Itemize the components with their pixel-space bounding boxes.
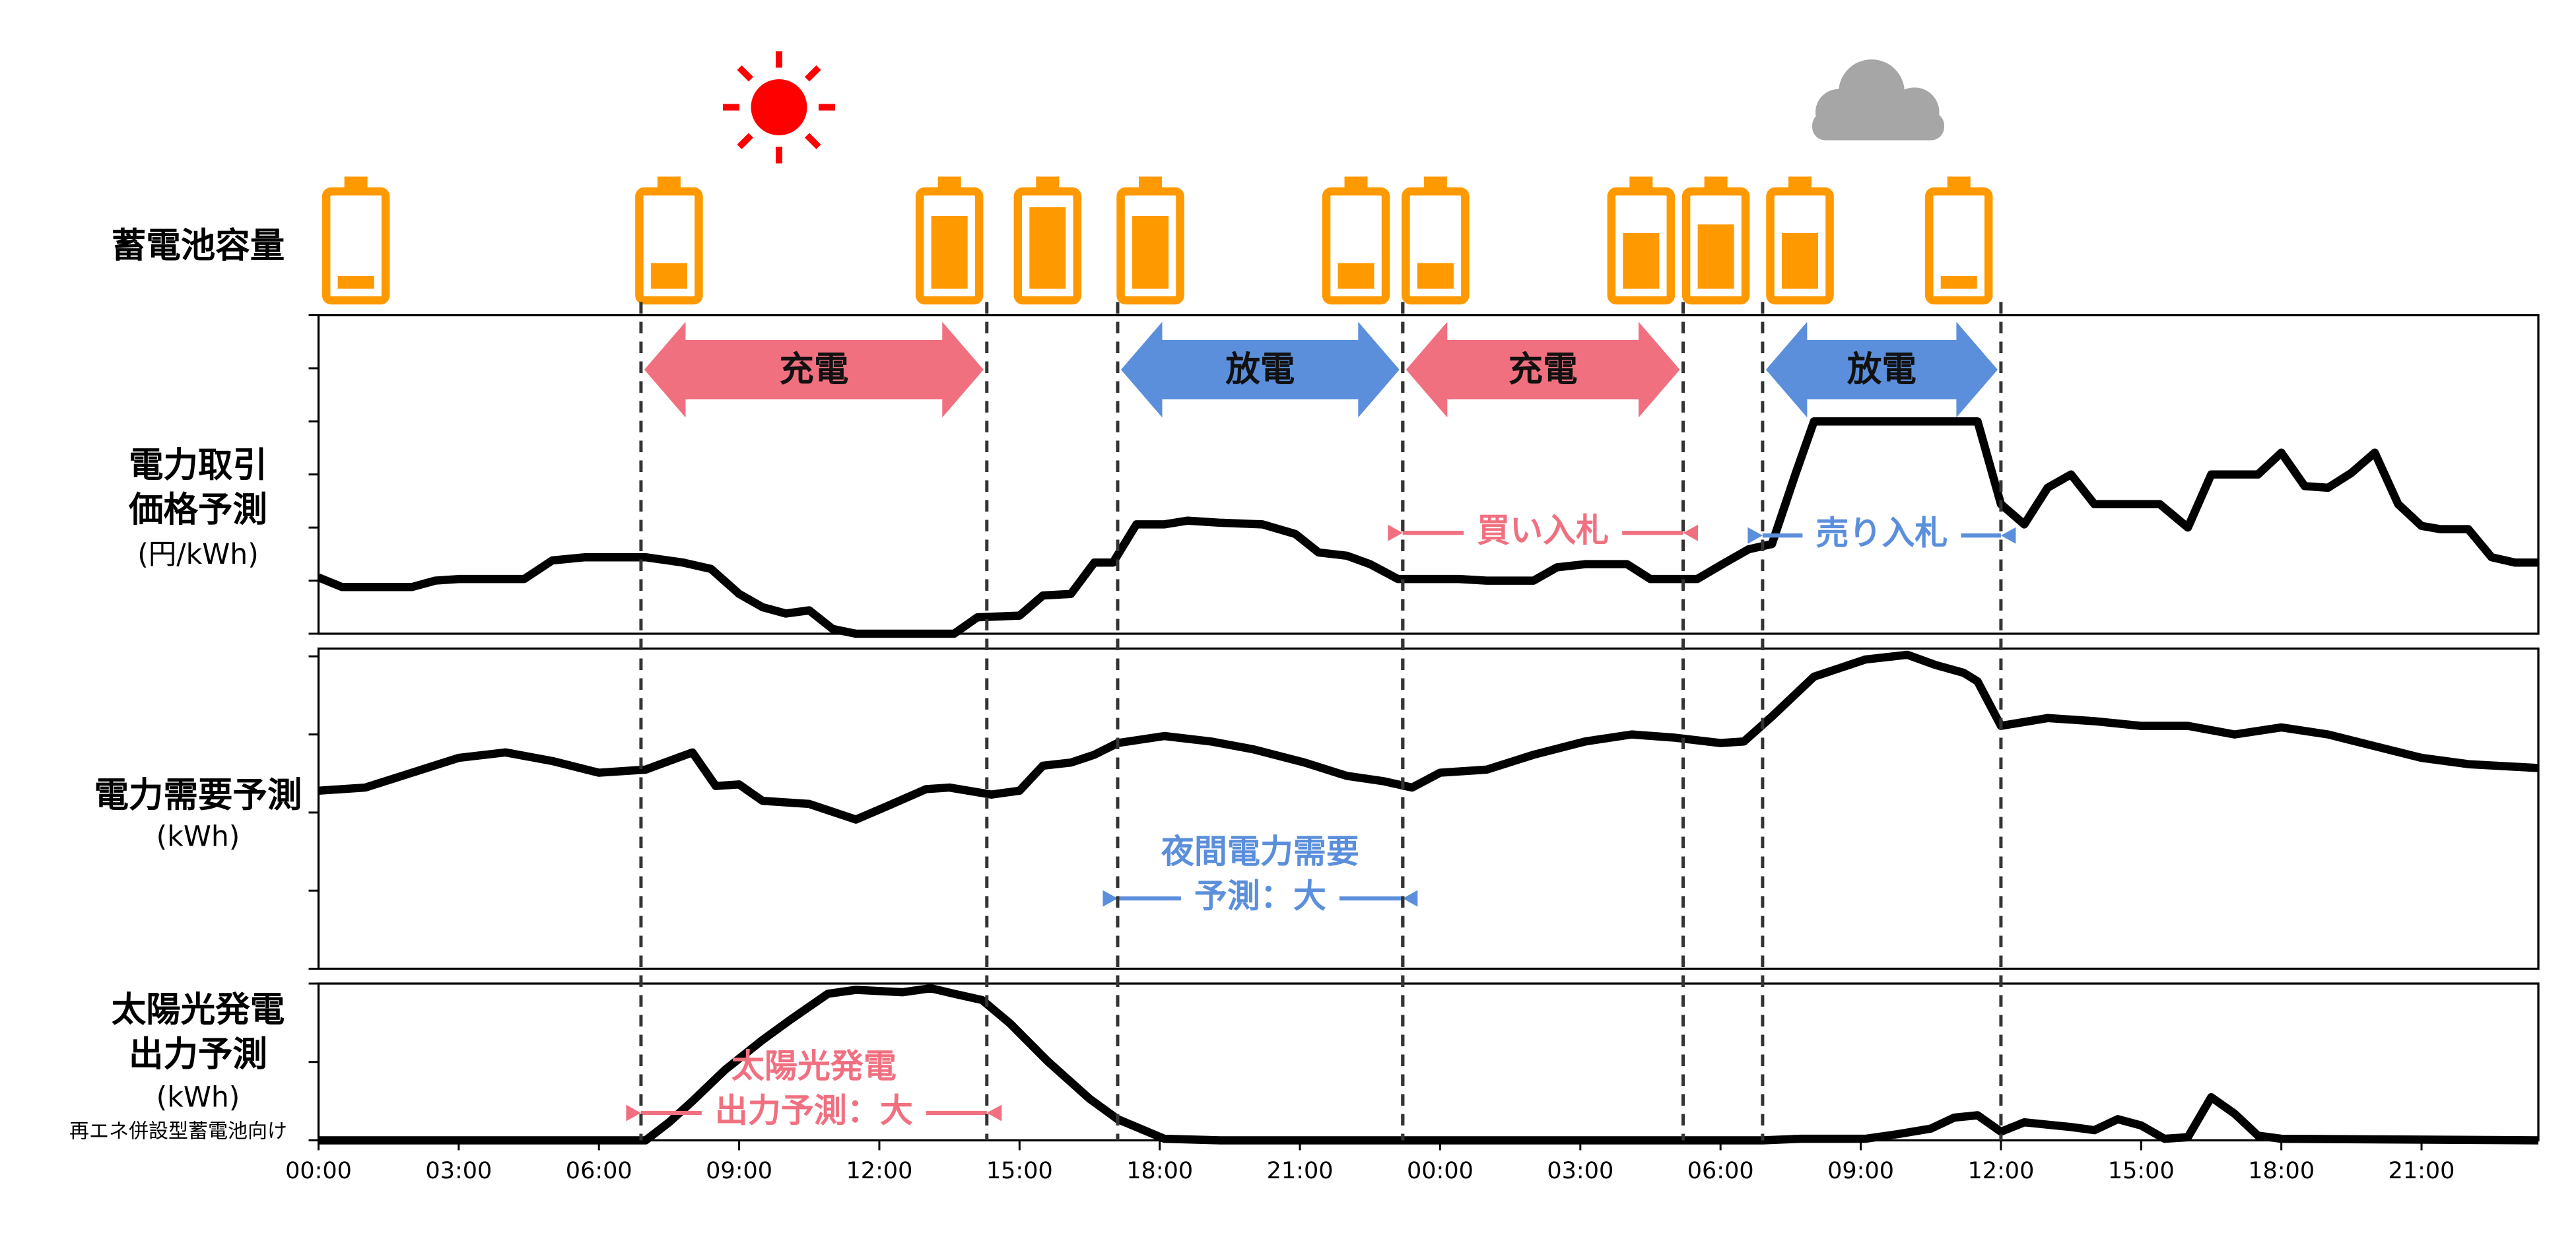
annotation-text: 太陽光発電 [731,1047,897,1085]
annotation-arrowhead [1388,524,1403,541]
annotation-arrowhead [1402,890,1418,907]
phase-arrow [1765,321,1998,418]
x-tick-label: 03:00 [425,1158,492,1184]
x-tick-label: 18:00 [2248,1158,2315,1184]
sun-icon [722,51,835,164]
annotation-text: 買い入札 [1477,512,1609,550]
battery-level [931,216,968,289]
panel-label: 電力取引 [129,445,267,485]
battery-cap [1344,176,1368,190]
x-tick-label: 15:00 [2108,1158,2175,1184]
panel-label: (kWh) [156,821,240,854]
panel-label: 電力需要予測 [94,775,302,815]
annotation-text: 出力予測：大 [715,1091,913,1129]
annotation-arrowhead [986,1104,1002,1122]
panel-label: 価格予測 [128,490,267,530]
data-line [317,417,2538,638]
panel-label: (円/kWh) [137,539,259,571]
battery-cap [1788,176,1812,190]
battery-level [1623,233,1660,289]
battery-body [1924,187,1993,305]
panel-label: 太陽光発電 [112,990,285,1030]
x-tick-label: 00:00 [1407,1158,1474,1184]
battery-cap [1036,176,1060,190]
phase-label: 充電 [779,349,848,389]
annotation-arrowhead [2000,527,2016,544]
annotation-arrowhead [1102,890,1118,907]
phase-arrow [1121,321,1400,418]
annotation-arrowhead [1683,524,1699,541]
cloud-icon [1812,59,1944,141]
data-line [318,984,2539,1145]
battery-level [1940,276,1977,289]
battery-label: 蓄電池容量 [112,226,285,266]
x-tick-label: 21:00 [1267,1158,1334,1184]
panel-frame [317,982,2540,1142]
x-tick-label: 06:00 [566,1158,632,1184]
battery-cap [1704,176,1728,190]
panel-label: 出力予測 [129,1034,267,1075]
x-tick-label: 12:00 [1967,1158,2034,1184]
panel-label: (kWh) [156,1082,240,1114]
battery-level [1697,224,1734,289]
battery-level [1132,216,1169,289]
battery-body [322,187,390,305]
annotation-text: 予測：大 [1194,877,1326,916]
annotation-arrowhead [1747,527,1763,544]
battery-level [650,263,687,289]
x-tick-label: 21:00 [2389,1158,2455,1184]
x-tick-label: 09:00 [1827,1158,1894,1184]
battery-cap [1629,176,1653,190]
battery-level [1782,233,1819,289]
annotation-text: 売り入札 [1815,514,1948,553]
battery-cap [1947,176,1971,190]
x-tick-label: 18:00 [1126,1158,1193,1184]
data-line [318,650,2539,824]
panel-note: 再エネ併設型蓄電池向け [69,1120,287,1143]
battery-level [1417,263,1454,289]
x-tick-label: 06:00 [1687,1158,1754,1184]
phase-arrow [644,321,984,418]
phase-label: 放電 [1847,349,1916,389]
x-tick-label: 12:00 [846,1158,913,1184]
phase-label: 放電 [1225,349,1295,389]
battery-cap [937,176,961,190]
panel-frame [317,647,2540,970]
x-tick-label: 03:00 [1547,1158,1613,1184]
annotation-arrowhead [626,1104,641,1122]
battery-level [337,276,374,289]
battery-cap [1423,176,1447,190]
battery-level [1029,207,1066,289]
phase-label: 充電 [1508,349,1578,389]
battery-cap [657,176,681,190]
annotation-text: 夜間電力需要 [1161,832,1359,871]
phase-arrow [1406,321,1680,418]
x-tick-label: 09:00 [706,1158,772,1184]
x-tick-label: 15:00 [986,1158,1053,1184]
x-tick-label: 00:00 [285,1158,352,1184]
battery-level [1338,263,1374,289]
battery-cap [344,176,368,190]
battery-cap [1139,176,1163,190]
